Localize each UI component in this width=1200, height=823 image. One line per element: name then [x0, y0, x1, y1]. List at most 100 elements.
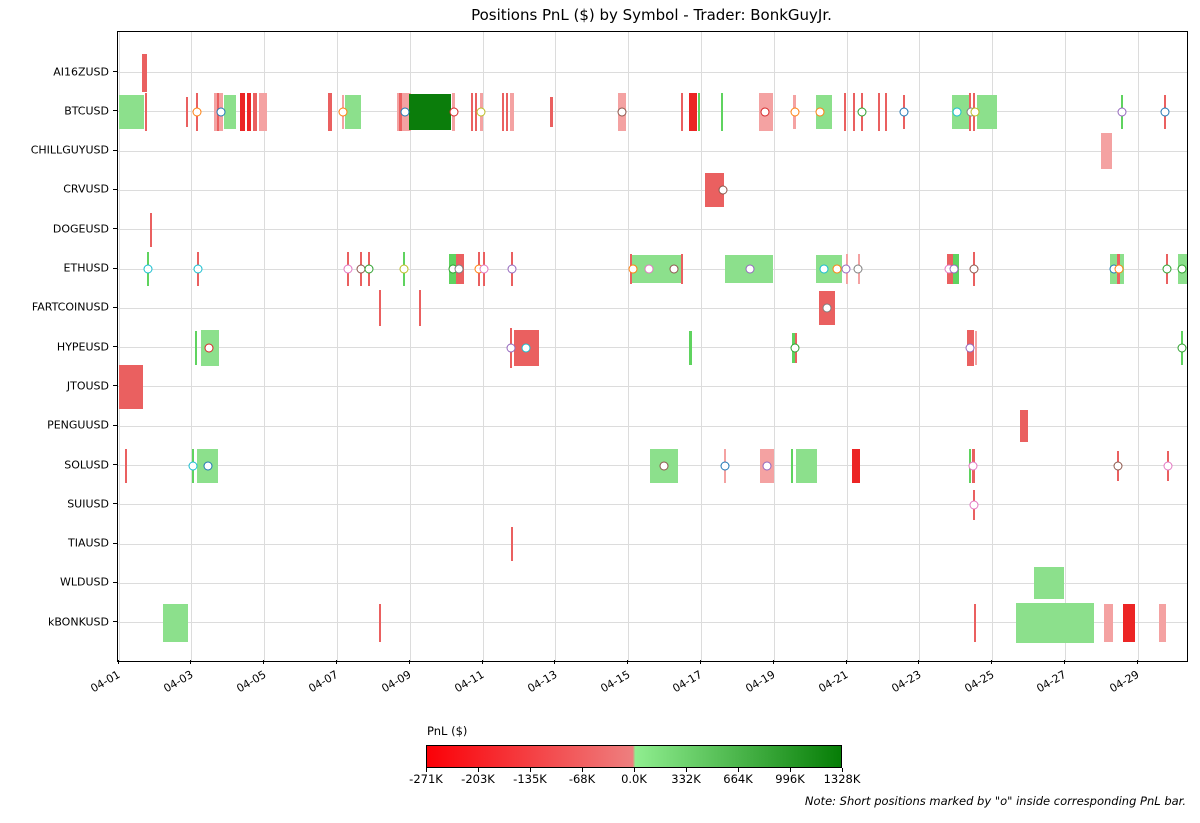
tick-mark-y [113, 149, 117, 151]
pnl-bar [852, 92, 855, 131]
pnl-bar [345, 94, 362, 129]
tick-mark-x [772, 660, 774, 664]
colorbar-tick-mark [477, 768, 479, 772]
gridline-h [118, 229, 1187, 231]
x-axis-label: 04-19 [743, 668, 778, 696]
x-axis-label: 04-13 [525, 668, 560, 696]
short-marker [617, 107, 627, 117]
tick-mark-x [918, 660, 920, 664]
short-marker [822, 303, 832, 313]
gridline-h [118, 347, 1187, 349]
short-marker [853, 264, 863, 274]
pnl-bar [1103, 603, 1113, 642]
pnl-bar [185, 96, 189, 127]
gridline-h [118, 543, 1187, 545]
colorbar-tick-mark [633, 768, 635, 772]
pnl-bar [1034, 567, 1064, 600]
y-axis-label: BTCUSD [64, 104, 109, 118]
tick-mark-x [845, 660, 847, 664]
colorbar-tick-label: -203K [461, 772, 495, 786]
colorbar [426, 745, 842, 768]
x-axis-label: 04-05 [233, 668, 269, 696]
tick-mark-y [113, 228, 117, 230]
pnl-bar [697, 92, 700, 131]
pnl-bar [378, 290, 382, 327]
colorbar-tick-label: 996K [775, 772, 805, 786]
pnl-bar [247, 92, 252, 131]
tick-mark-x [335, 660, 337, 664]
short-marker [1177, 343, 1187, 353]
y-axis-label: FARTCOINUSD [31, 300, 109, 314]
short-marker [1117, 107, 1127, 117]
short-marker [216, 107, 226, 117]
tick-mark-y [113, 306, 117, 308]
pnl-bar [884, 92, 888, 131]
tick-mark-x [627, 660, 629, 664]
pnl-bar [509, 92, 515, 131]
short-marker [400, 107, 410, 117]
short-marker [188, 461, 198, 470]
pnl-bar [149, 212, 153, 247]
tick-mark-y [113, 542, 117, 544]
short-marker [1160, 107, 1170, 117]
short-marker [479, 264, 489, 274]
pnl-bar [119, 364, 144, 409]
short-marker [968, 461, 978, 470]
y-axis-label: SUIUSD [67, 497, 109, 511]
colorbar-tick-label: -68K [568, 772, 596, 786]
gridline-v [992, 32, 994, 661]
x-axis-label: 04-17 [670, 668, 705, 696]
short-marker [857, 107, 867, 117]
gridline-h [118, 386, 1187, 388]
x-axis-label: 04-03 [161, 668, 196, 696]
tick-mark-y [113, 71, 117, 72]
short-marker [952, 107, 962, 117]
gridline-h [118, 307, 1187, 309]
short-marker [899, 107, 909, 117]
tick-mark-x [991, 660, 993, 664]
pnl-bar [1019, 410, 1028, 443]
tick-mark-x [1136, 660, 1138, 664]
x-axis-label: 04-09 [379, 668, 414, 696]
short-marker [745, 264, 755, 274]
short-marker [193, 264, 203, 274]
pnl-bar [843, 92, 846, 131]
gridline-v [628, 32, 630, 661]
pnl-bar [877, 92, 881, 131]
tick-mark-x [1063, 660, 1065, 664]
short-marker [970, 107, 980, 117]
tick-mark-y [113, 110, 117, 112]
gridline-v [482, 32, 484, 661]
short-marker [965, 343, 975, 353]
y-axis-label: kBONKUSD [47, 615, 109, 629]
short-marker [343, 264, 353, 274]
short-marker [192, 107, 202, 117]
pnl-bar [680, 92, 683, 131]
x-axis-label: 04-01 [88, 668, 123, 696]
colorbar-tick-mark [789, 768, 791, 772]
pnl-bar [470, 92, 474, 131]
tick-mark-y [113, 621, 117, 623]
short-marker [1163, 461, 1173, 470]
gridline-v [846, 32, 848, 661]
pnl-bar [259, 92, 268, 131]
tick-mark-x [699, 660, 701, 664]
tick-mark-x [190, 660, 192, 664]
colorbar-tick-mark [581, 768, 583, 772]
gridline-h [118, 425, 1187, 427]
short-marker [449, 107, 459, 117]
tick-mark-y [113, 581, 117, 583]
note-text: Note: Short positions marked by "o" insi… [804, 794, 1186, 808]
tick-mark-x [554, 660, 556, 664]
short-marker [718, 185, 727, 195]
colorbar-tick-label: -135K [513, 772, 547, 786]
gridline-v [919, 32, 921, 661]
pnl-bar [141, 53, 147, 92]
short-marker [628, 264, 638, 274]
tick-mark-y [113, 385, 117, 387]
gridline-v [773, 32, 775, 661]
tick-mark-x [481, 660, 483, 664]
pnl-bar [144, 92, 148, 131]
short-marker [507, 264, 517, 274]
y-axis-label: CRVUSD [63, 182, 109, 196]
